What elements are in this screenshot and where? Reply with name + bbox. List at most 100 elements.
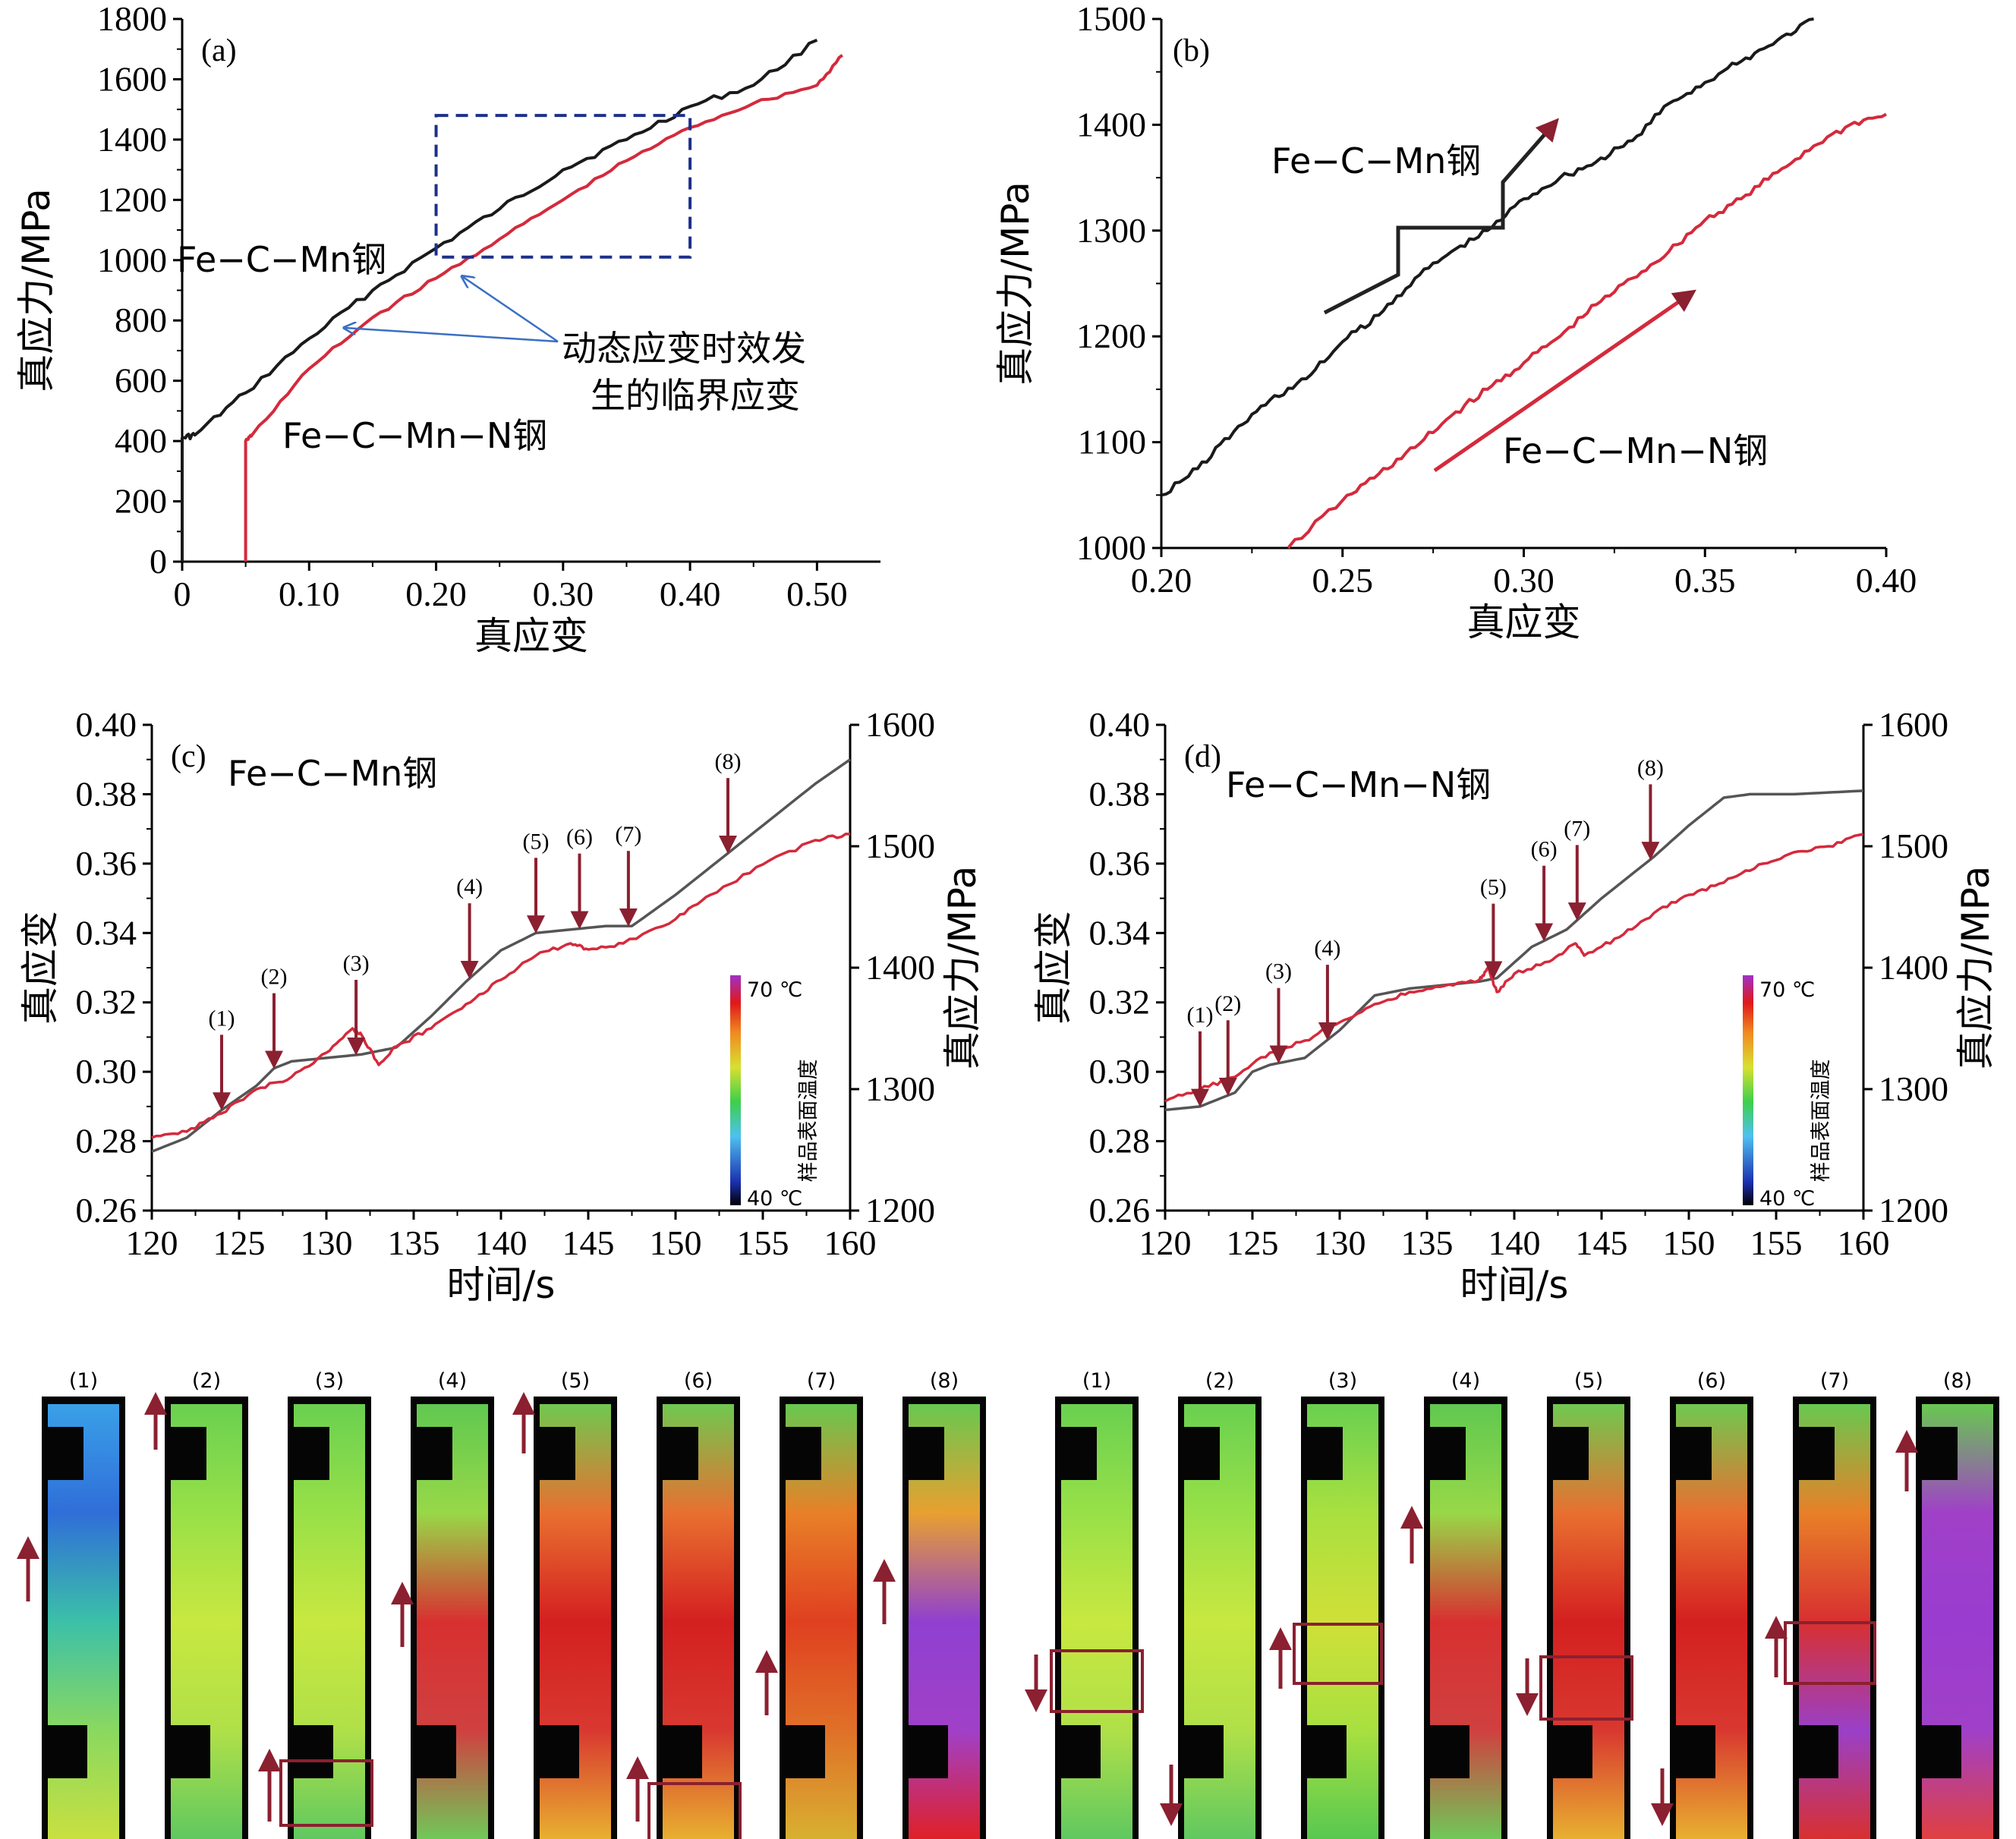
thermal-image-strip: (1) (2) (3) (4) (5) (6) (7) (8) (1) (2) (3) (4) (5) (… [17,1369,1999,1839]
y-tick-label: 0.34 [76,913,137,952]
grip-top [657,1427,698,1480]
y-tick-label: 1100 [1078,423,1146,461]
thermal-frame-left-1 [42,1397,125,1839]
frame-label: (7) [1820,1369,1849,1393]
y-axis-label: 真应力/MPa [994,181,1038,386]
trend-arrow-red [1433,289,1696,473]
x-tick-label: 160 [1838,1223,1890,1262]
grip-top [1301,1427,1343,1480]
y-tick-label: 0.32 [1089,983,1151,1022]
annotation-fe-c-mn: Fe−C−Mn钢 [1271,140,1481,181]
y-tick-label: 1000 [97,241,167,279]
y-tick-label: 0.40 [1089,705,1151,744]
y-right-tick-label: 1300 [1879,1069,1948,1108]
grip-bottom [288,1725,333,1778]
y-right-tick-label: 1300 [865,1069,935,1108]
y-tick-label: 1500 [1076,0,1146,38]
frame-label: (1) [1082,1369,1111,1393]
x-tick-label: 120 [126,1223,178,1262]
x-tick-label: 0.25 [1312,561,1374,600]
grip-top [1547,1427,1589,1480]
series-line-stress [151,832,851,1139]
y-right-axis-label: 真应力/MPa [1954,866,1998,1070]
grip-bottom [165,1725,210,1778]
event-label: (4) [1314,936,1340,961]
grip-bottom [411,1725,456,1778]
colorbar-max-label: 70 ℃ [747,978,802,1002]
grip-top [534,1427,575,1480]
x-tick-label: 0.30 [1493,561,1555,600]
x-tick-label: 130 [1314,1223,1366,1262]
colorbar-min-label: 40 ℃ [747,1187,802,1211]
highlight-box [1539,1655,1633,1721]
frame-label: (6) [1697,1369,1726,1393]
thermal-frame-right-8 [1916,1397,1999,1839]
colorbar-min-label: 40 ℃ [1759,1187,1815,1211]
highlight-box [279,1759,373,1827]
highlight-box [1293,1623,1383,1685]
x-tick-label: 125 [1227,1223,1279,1262]
thermal-frame-right-1 [1055,1397,1139,1839]
x-tick-label: 0 [174,575,191,613]
panel-title: Fe−C−Mn钢 [228,753,437,794]
y-right-tick-label: 1200 [1879,1191,1948,1230]
series-line-stress [1164,833,1864,1103]
y-tick-label: 0.40 [76,705,137,744]
x-tick-label: 135 [1401,1223,1454,1262]
x-axis-label: 时间/s [1460,1263,1569,1307]
grip-bottom [657,1725,702,1778]
event-label: (8) [1637,755,1664,780]
pointer-arrow-black [345,328,559,343]
x-axis-label: 真应变 [474,614,588,658]
grip-top [288,1427,329,1480]
panel-label: (c) [171,739,206,774]
y-tick-label: 1600 [97,59,167,98]
y-tick-label: 0.34 [1089,913,1151,952]
y-axis-label: 真应变 [18,911,62,1025]
frame-label: (3) [1328,1369,1357,1393]
panel-b: 0.20 0.25 0.30 0.35 0.40 1000 1100 1200 1300 1400… [994,0,1917,644]
y-tick-label: 0.36 [76,844,137,883]
y-right-tick-label: 1500 [865,827,935,865]
frame-label: (1) [69,1369,98,1393]
grip-top [411,1427,452,1480]
panel-a: 0 0.10 0.20 0.30 0.40 0.50 0 200 400 600 800 1000 12… [14,0,880,658]
x-tick-label: 155 [737,1223,789,1262]
event-label: (6) [1531,837,1558,862]
event-label: (5) [1480,875,1507,900]
grip-bottom [1424,1725,1469,1778]
event-label: (5) [523,829,550,854]
y-tick-label: 0.36 [1089,844,1151,883]
y-tick-label: 0.26 [1089,1191,1151,1230]
chart-panels: 0 0.10 0.20 0.30 0.40 0.50 0 200 400 600 800 1000 12… [14,0,1998,1307]
x-tick-label: 155 [1750,1223,1803,1262]
grip-bottom [1670,1725,1715,1778]
event-label: (3) [1265,959,1292,984]
panel-label: (b) [1173,33,1210,68]
annotation-critical-strain-1: 动态应变时效发 [562,328,806,369]
colorbar-title: 样品表面温度 [797,1060,821,1182]
frame-label: (5) [561,1369,590,1393]
x-axis-label: 时间/s [447,1263,556,1307]
x-tick-label: 145 [562,1223,615,1262]
y-tick-label: 0.38 [1089,774,1151,813]
y-tick-label: 1200 [97,180,167,219]
annotation-fe-c-mn: Fe−C−Mn钢 [177,239,386,280]
highlight-box [647,1782,742,1839]
grip-bottom [902,1725,948,1778]
y-tick-label: 0 [150,542,167,581]
x-tick-label: 0.35 [1674,561,1736,600]
y-tick-label: 0.30 [1089,1052,1151,1091]
grip-bottom [1916,1725,1961,1778]
panel-c: 120 125 130 135 140 145 150 155 160 0.26 0.28 0.30 0… [18,705,984,1307]
panel-title: Fe−C−Mn−N钢 [1226,764,1491,805]
x-tick-label: 0.20 [405,575,467,613]
panel-label: (d) [1184,739,1221,774]
annotation-critical-strain-2: 生的临界应变 [591,375,800,416]
y-tick-label: 800 [115,301,167,339]
y-tick-label: 1000 [1076,528,1146,567]
x-tick-label: 160 [824,1223,877,1262]
grip-bottom [1055,1725,1101,1778]
y-tick-label: 0.28 [1089,1122,1151,1160]
